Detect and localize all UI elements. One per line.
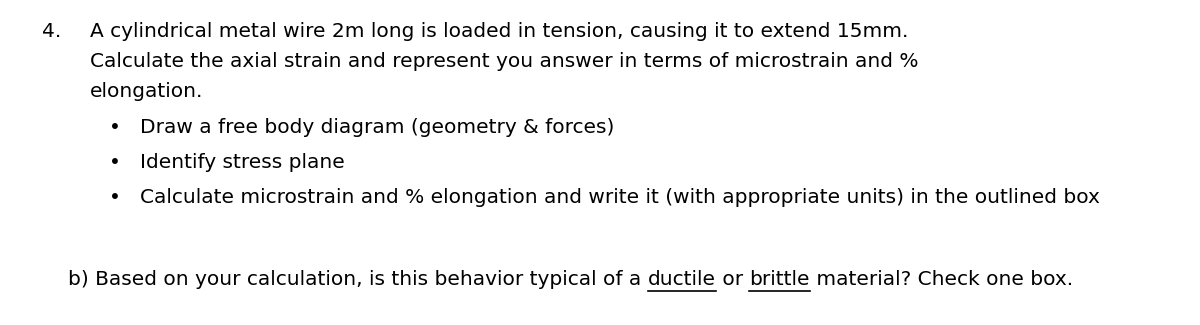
Text: A cylindrical metal wire 2m long is loaded in tension, causing it to extend 15mm: A cylindrical metal wire 2m long is load… — [90, 22, 908, 41]
Text: elongation.: elongation. — [90, 82, 203, 101]
Text: •: • — [109, 118, 121, 137]
Text: or: or — [715, 270, 749, 289]
Text: Calculate the axial strain and represent you answer in terms of microstrain and : Calculate the axial strain and represent… — [90, 52, 918, 71]
Text: •: • — [109, 153, 121, 172]
Text: ductile: ductile — [648, 270, 715, 289]
Text: Identify stress plane: Identify stress plane — [140, 153, 344, 172]
Text: Calculate microstrain and % elongation and write it (with appropriate units) in : Calculate microstrain and % elongation a… — [140, 188, 1100, 207]
Text: Draw a free body diagram (geometry & forces): Draw a free body diagram (geometry & for… — [140, 118, 614, 137]
Text: •: • — [109, 188, 121, 207]
Text: brittle: brittle — [749, 270, 810, 289]
Text: material? Check one box.: material? Check one box. — [810, 270, 1073, 289]
Text: b) Based on your calculation, is this behavior typical of a: b) Based on your calculation, is this be… — [68, 270, 648, 289]
Text: 4.: 4. — [42, 22, 61, 41]
